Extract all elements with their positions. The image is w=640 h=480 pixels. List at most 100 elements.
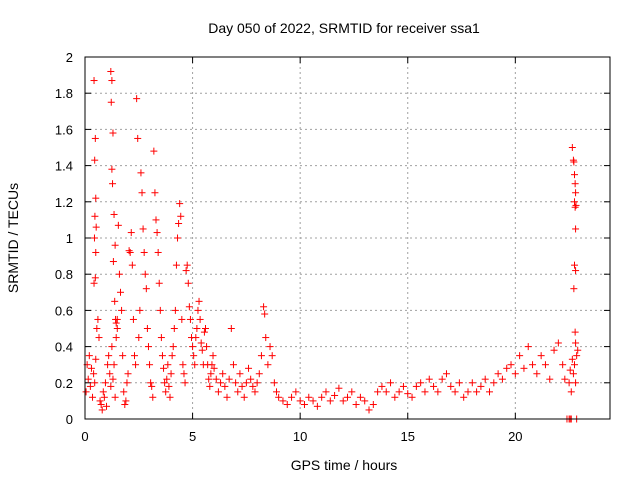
data-point bbox=[115, 270, 123, 278]
data-point bbox=[219, 370, 227, 378]
data-point bbox=[168, 352, 176, 360]
data-point bbox=[322, 388, 330, 396]
data-point bbox=[134, 134, 142, 142]
data-point bbox=[196, 315, 204, 323]
data-point bbox=[344, 393, 351, 401]
y-tick-label: 0 bbox=[66, 412, 73, 427]
data-point bbox=[91, 379, 99, 387]
data-point bbox=[275, 393, 283, 401]
data-point bbox=[93, 325, 101, 332]
data-point bbox=[395, 388, 403, 396]
data-point bbox=[94, 315, 102, 323]
data-point bbox=[507, 361, 515, 369]
data-point bbox=[183, 261, 191, 269]
data-point bbox=[111, 393, 119, 401]
data-point bbox=[571, 328, 579, 336]
data-point bbox=[92, 248, 100, 256]
data-point bbox=[533, 370, 541, 378]
data-point bbox=[142, 285, 150, 293]
data-point bbox=[92, 355, 100, 363]
data-point bbox=[113, 325, 121, 332]
data-point bbox=[113, 315, 121, 323]
ticks: 0 5 10 15 20 0 0.2 0.4 0.6 0.8 1 1.2 1.4 1.6 1.8 2 bbox=[55, 50, 610, 444]
data-point bbox=[292, 388, 300, 396]
data-point bbox=[494, 370, 502, 378]
data-point bbox=[268, 352, 276, 360]
data-point bbox=[122, 397, 130, 405]
data-point bbox=[193, 325, 201, 332]
data-point bbox=[152, 216, 160, 224]
data-point bbox=[361, 397, 369, 405]
data-point bbox=[90, 370, 98, 378]
data-point bbox=[571, 203, 579, 211]
data-point bbox=[169, 343, 177, 351]
data-point bbox=[365, 406, 373, 414]
data-point bbox=[109, 180, 117, 188]
data-point bbox=[570, 361, 578, 369]
data-point bbox=[101, 379, 109, 387]
data-point bbox=[109, 375, 117, 383]
data-point bbox=[108, 165, 116, 173]
data-point bbox=[352, 401, 360, 409]
data-point bbox=[339, 397, 347, 405]
data-point bbox=[191, 361, 199, 369]
data-points bbox=[82, 67, 582, 423]
data-point bbox=[172, 261, 180, 269]
data-point bbox=[572, 379, 580, 387]
data-point bbox=[150, 147, 158, 155]
data-point bbox=[112, 334, 120, 342]
data-point bbox=[109, 258, 117, 266]
data-point bbox=[524, 343, 532, 351]
data-point bbox=[223, 393, 231, 401]
data-point bbox=[207, 370, 215, 378]
data-point bbox=[247, 375, 255, 383]
data-point bbox=[570, 158, 578, 166]
data-point bbox=[335, 384, 343, 392]
y-tick-label: 0.6 bbox=[55, 303, 73, 318]
data-point bbox=[399, 382, 407, 390]
data-point bbox=[570, 261, 578, 269]
data-point bbox=[559, 361, 567, 369]
data-point bbox=[326, 397, 334, 405]
data-point bbox=[253, 379, 261, 387]
data-point bbox=[206, 382, 214, 390]
data-point bbox=[313, 402, 321, 410]
data-point bbox=[266, 343, 274, 351]
data-point bbox=[119, 352, 127, 360]
data-point bbox=[178, 315, 186, 323]
data-point bbox=[412, 382, 420, 390]
data-point bbox=[117, 288, 125, 296]
data-point bbox=[124, 370, 132, 378]
data-point bbox=[541, 361, 549, 369]
data-point bbox=[279, 397, 287, 405]
data-point bbox=[221, 382, 229, 390]
data-point bbox=[257, 352, 265, 360]
plot-frame bbox=[84, 56, 611, 420]
data-point bbox=[138, 189, 146, 197]
data-point bbox=[270, 379, 278, 387]
data-point bbox=[430, 382, 438, 390]
data-point bbox=[205, 375, 213, 383]
data-point bbox=[561, 375, 569, 383]
data-point bbox=[140, 248, 148, 256]
data-point bbox=[570, 198, 578, 206]
data-point bbox=[374, 388, 382, 396]
data-point bbox=[451, 388, 459, 396]
data-point bbox=[120, 388, 128, 396]
data-point bbox=[111, 241, 119, 249]
data-point bbox=[195, 297, 203, 305]
data-point bbox=[123, 379, 131, 387]
data-point bbox=[212, 375, 220, 383]
data-point bbox=[166, 393, 174, 401]
data-point bbox=[147, 379, 155, 387]
data-point bbox=[348, 388, 356, 396]
data-point bbox=[283, 401, 291, 409]
data-point bbox=[108, 77, 116, 85]
data-point bbox=[546, 375, 554, 383]
data-point bbox=[573, 352, 581, 360]
data-point bbox=[318, 393, 326, 401]
data-point bbox=[171, 306, 179, 314]
data-point bbox=[92, 194, 100, 202]
data-point bbox=[108, 343, 116, 351]
data-point bbox=[149, 393, 157, 401]
